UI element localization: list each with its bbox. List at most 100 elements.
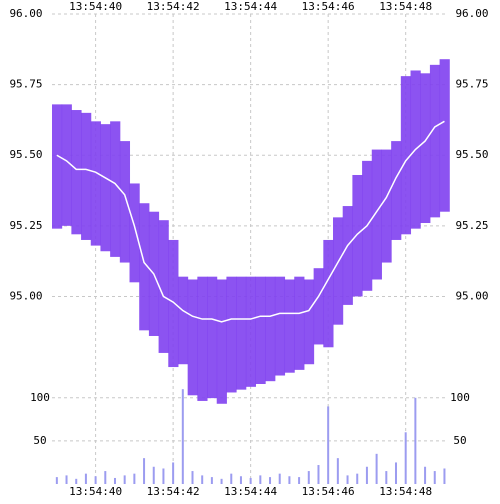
volume-bar: [191, 471, 194, 484]
x-tick-label-top: 13:54:44: [224, 0, 277, 13]
y-tick-label-right: 96.00: [455, 7, 488, 20]
x-tick-label: 13:54:42: [147, 485, 200, 498]
volume-bar: [298, 477, 301, 484]
volume-bar: [278, 473, 281, 484]
price-range: [274, 276, 286, 376]
price-range: [400, 76, 412, 235]
price-range: [265, 276, 276, 382]
price-range: [139, 203, 150, 331]
x-tick-label: 13:54:40: [69, 485, 122, 498]
volume-bar: [143, 458, 146, 484]
volume-bar: [210, 477, 213, 484]
price-range: [81, 112, 92, 240]
volume-bar: [443, 468, 446, 484]
price-range: [207, 276, 218, 399]
volume-bar: [239, 476, 242, 484]
price-range: [342, 206, 353, 305]
volume-bar: [327, 406, 330, 484]
volume-bar: [94, 476, 97, 484]
price-range: [100, 124, 111, 252]
volume-bar: [220, 478, 223, 484]
volume-bar: [346, 475, 349, 484]
volume-bar: [133, 473, 136, 484]
volume-bar: [404, 432, 407, 484]
volume-bar: [433, 471, 436, 484]
price-range: [429, 64, 441, 218]
volume-bar: [375, 453, 378, 484]
volume-bar: [75, 478, 78, 484]
mean-line: [56, 120, 445, 323]
price-range: [245, 276, 256, 387]
price-range: [284, 279, 295, 373]
volume-bar: [181, 389, 184, 484]
x-tick-label-top: 13:54:48: [379, 0, 432, 13]
price-range: [90, 121, 101, 246]
volume-bar: [230, 473, 233, 484]
price-range: [294, 276, 305, 370]
price-range: [323, 239, 334, 348]
volume-bar: [385, 471, 388, 484]
price-range: [158, 220, 169, 353]
x-tick-label: 13:54:44: [224, 485, 277, 498]
price-range: [391, 141, 402, 240]
volume-bar: [317, 465, 320, 484]
volume-tick-label: 100: [30, 391, 50, 404]
volume-bar: [336, 458, 339, 484]
price-range: [303, 279, 315, 365]
price-range: [177, 276, 189, 365]
price-range: [226, 276, 237, 393]
volume-bar: [288, 476, 291, 484]
price-range: [197, 276, 208, 401]
volume-bar: [414, 397, 417, 484]
price-range: [333, 217, 344, 325]
x-tick-label-top: 13:54:42: [147, 0, 200, 13]
price-range: [371, 149, 382, 280]
y-tick-label-right: 95.25: [455, 219, 488, 232]
x-tick-label-top: 13:54:40: [69, 0, 122, 13]
price-range: [61, 104, 72, 226]
price-range: [313, 268, 324, 345]
price-range: [168, 239, 179, 368]
price-range: [52, 104, 63, 229]
price-range: [187, 279, 198, 396]
volume-tick-label: 50: [33, 434, 46, 447]
price-range: [129, 183, 140, 283]
y-tick-label: 95.00: [9, 289, 42, 302]
y-tick-label: 95.50: [9, 148, 42, 161]
volume-bar: [162, 468, 165, 484]
volume-tick-label-right: 100: [450, 391, 470, 404]
price-range: [255, 276, 266, 384]
volume-bar: [365, 466, 368, 484]
y-tick-label: 95.25: [9, 219, 42, 232]
volume-bar: [356, 473, 359, 484]
x-tick-label: 13:54:48: [379, 485, 432, 498]
y-tick-label-right: 95.75: [455, 78, 488, 91]
y-tick-label: 96.00: [9, 7, 42, 20]
x-tick-label-top: 13:54:46: [302, 0, 355, 13]
y-tick-label: 95.75: [9, 78, 42, 91]
volume-bar: [394, 462, 397, 484]
price-range: [352, 174, 363, 297]
price-range: [110, 121, 121, 257]
volume-bar: [172, 462, 175, 484]
volume-bar: [201, 475, 204, 484]
price-range: [381, 149, 392, 263]
price-range: [71, 110, 82, 235]
volume-bar: [249, 477, 252, 484]
volume-tick-label-right: 50: [453, 434, 466, 447]
volume-bar: [84, 473, 87, 484]
price-range: [216, 279, 227, 404]
volume-bar: [152, 466, 155, 484]
volume-bar: [65, 475, 68, 484]
volume-bar: [259, 475, 262, 484]
volume-bar: [269, 477, 272, 484]
volume-bar: [55, 477, 58, 484]
price-range: [236, 276, 247, 390]
volume-bar: [307, 471, 310, 484]
volume-bar: [104, 471, 107, 484]
volume-bar: [113, 477, 116, 484]
x-tick-label: 13:54:46: [302, 485, 355, 498]
price-range: [119, 141, 131, 263]
volume-bar: [424, 466, 427, 484]
